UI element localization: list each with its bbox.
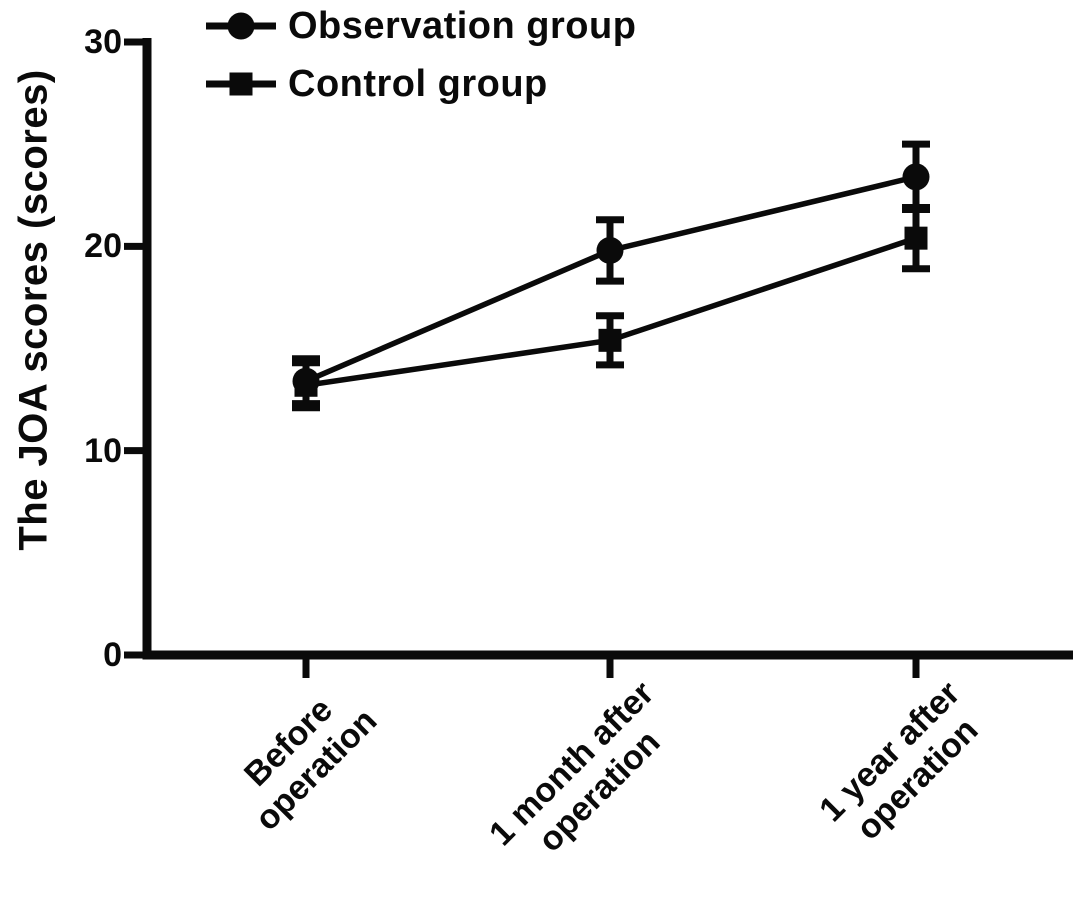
data-point-marker (902, 163, 930, 191)
y-axis-title: The JOA scores (scores) (11, 69, 56, 551)
legend-item-observation: Observation group (206, 0, 636, 52)
y-tick-label: 20 (84, 227, 122, 266)
y-tick-label: 0 (103, 636, 122, 674)
data-point-marker (294, 373, 318, 397)
data-point-marker (904, 226, 928, 250)
legend: Observation group Control group (206, 0, 636, 110)
y-tick-label: 30 (84, 23, 122, 61)
y-tick-label: 10 (84, 431, 122, 470)
square-marker-icon (206, 72, 276, 96)
data-point-marker (598, 328, 622, 352)
legend-item-control: Control group (206, 58, 636, 110)
data-point-marker (596, 236, 624, 264)
circle-marker-icon (206, 12, 276, 40)
legend-label: Control group (288, 62, 548, 105)
legend-label: Observation group (288, 4, 637, 47)
